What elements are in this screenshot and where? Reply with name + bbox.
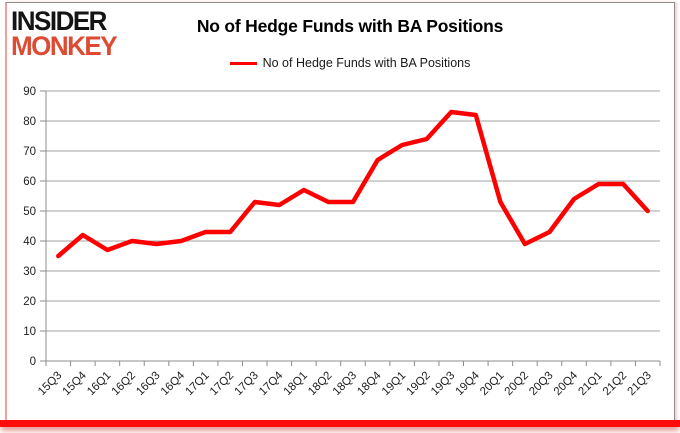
legend-line-swatch [229, 61, 257, 65]
x-axis-tick-label: 19Q2 [404, 370, 432, 398]
x-axis-tick-label: 19Q1 [380, 370, 408, 398]
x-axis-tick-label: 18Q4 [355, 369, 384, 398]
bottom-red-bar [0, 420, 680, 427]
x-axis-tick-label: 21Q2 [601, 370, 629, 398]
x-axis-tick-label: 18Q3 [331, 370, 359, 398]
x-axis-tick-label: 21Q1 [576, 370, 604, 398]
x-axis-tick-label: 17Q2 [208, 370, 236, 398]
logo-word-insider: INSIDER [11, 4, 107, 37]
logo-word-monkey: MONKEY [11, 29, 118, 61]
y-axis-tick-label: 30 [23, 266, 36, 278]
x-axis-tick-label: 20Q3 [527, 370, 555, 398]
legend-label: No of Hedge Funds with BA Positions [262, 56, 471, 70]
x-axis-tick-label: 20Q1 [478, 370, 506, 398]
x-axis-tick-label: 15Q4 [61, 369, 90, 398]
y-axis-tick-label: 80 [23, 116, 36, 128]
x-axis-tick-label: 16Q2 [110, 370, 138, 398]
x-axis-tick-label: 19Q4 [454, 369, 483, 398]
y-axis-tick-label: 70 [23, 146, 36, 158]
x-axis-tick-label: 16Q4 [159, 369, 188, 398]
x-axis-tick-label: 17Q1 [183, 370, 211, 398]
x-axis-tick-label: 21Q3 [625, 370, 653, 398]
chart-legend: No of Hedge Funds with BA Positions [40, 56, 660, 70]
chart-title: No of Hedge Funds with BA Positions [196, 16, 504, 36]
x-axis-tick-label: 16Q1 [85, 370, 113, 398]
x-axis-tick-label: 20Q2 [503, 370, 531, 398]
series-line-hedge-funds [56, 109, 650, 259]
insider-monkey-logo: INSIDER MONKEY [11, 4, 118, 61]
y-axis-tick-label: 10 [23, 326, 36, 338]
x-axis-tick-label: 18Q2 [306, 370, 334, 398]
y-axis-tick-label: 20 [23, 296, 36, 308]
y-axis-tick-label: 90 [23, 86, 36, 98]
x-axis-tick-label: 16Q3 [134, 370, 162, 398]
x-axis-tick-label: 18Q1 [282, 370, 310, 398]
x-axis-tick-label: 17Q4 [257, 369, 286, 398]
x-axis-tick-label: 20Q4 [552, 369, 581, 398]
x-axis-tick-label: 19Q3 [429, 370, 457, 398]
x-axis-tick-label: 15Q3 [36, 370, 64, 398]
y-axis-tick-label: 60 [23, 176, 36, 188]
x-axis-tick-label: 17Q3 [232, 370, 260, 398]
y-axis-tick-label: 0 [30, 356, 36, 368]
y-axis-tick-label: 40 [23, 236, 36, 248]
y-axis-tick-label: 50 [23, 206, 36, 218]
